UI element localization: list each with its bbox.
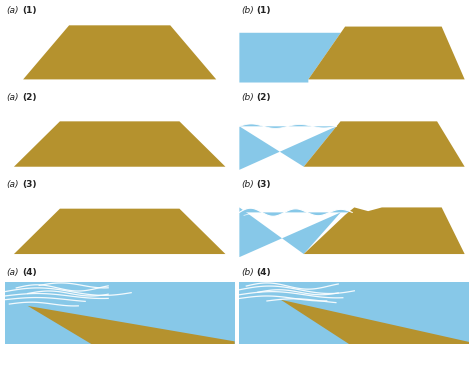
Text: (4): (4) bbox=[256, 268, 271, 277]
Polygon shape bbox=[239, 282, 469, 344]
Text: (4): (4) bbox=[22, 268, 36, 277]
Text: (b): (b) bbox=[241, 268, 254, 277]
Text: (a): (a) bbox=[7, 181, 19, 189]
Text: (2): (2) bbox=[256, 93, 271, 102]
Text: (1): (1) bbox=[256, 6, 271, 15]
Polygon shape bbox=[239, 33, 341, 83]
Polygon shape bbox=[239, 126, 337, 170]
Polygon shape bbox=[239, 124, 337, 128]
Text: (1): (1) bbox=[22, 6, 36, 15]
Polygon shape bbox=[239, 208, 341, 257]
Polygon shape bbox=[239, 208, 352, 216]
Text: (a): (a) bbox=[7, 268, 19, 277]
Polygon shape bbox=[304, 208, 465, 254]
Text: (3): (3) bbox=[256, 181, 271, 189]
Polygon shape bbox=[14, 121, 226, 167]
Text: (a): (a) bbox=[7, 93, 19, 102]
Polygon shape bbox=[14, 209, 226, 254]
Text: (2): (2) bbox=[22, 93, 36, 102]
Polygon shape bbox=[308, 27, 465, 80]
Text: (a): (a) bbox=[7, 6, 19, 15]
Polygon shape bbox=[304, 121, 465, 167]
Polygon shape bbox=[27, 306, 235, 344]
Polygon shape bbox=[5, 282, 235, 344]
Text: (b): (b) bbox=[241, 6, 254, 15]
Text: (b): (b) bbox=[241, 93, 254, 102]
Text: (3): (3) bbox=[22, 181, 36, 189]
Polygon shape bbox=[23, 25, 216, 80]
Text: (b): (b) bbox=[241, 181, 254, 189]
Polygon shape bbox=[281, 300, 469, 344]
